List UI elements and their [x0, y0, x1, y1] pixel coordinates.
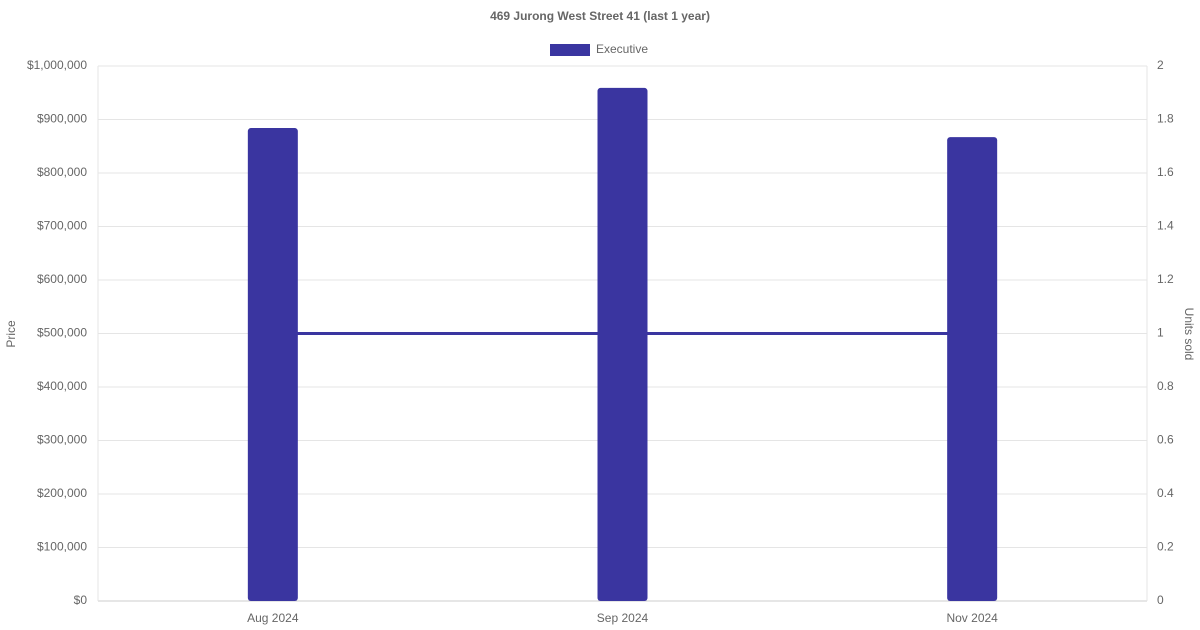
- bar: [947, 137, 998, 601]
- y-tick-label: $0: [74, 593, 88, 607]
- x-tick-label: Sep 2024: [597, 611, 649, 625]
- y-axis-title: Price: [4, 320, 18, 348]
- y-tick-label: $600,000: [37, 272, 87, 286]
- y2-tick-label: 2: [1157, 58, 1164, 72]
- legend-label: Executive: [596, 42, 648, 56]
- y2-tick-label: 0.4: [1157, 486, 1174, 500]
- y-tick-label: $100,000: [37, 540, 87, 554]
- y-tick-label: $200,000: [37, 486, 87, 500]
- y2-tick-label: 1.4: [1157, 219, 1174, 233]
- y-tick-label: $500,000: [37, 326, 87, 340]
- y2-tick-label: 1.8: [1157, 112, 1174, 126]
- y2-tick-label: 1.2: [1157, 272, 1174, 286]
- y-tick-label: $800,000: [37, 165, 87, 179]
- y2-tick-label: 0.2: [1157, 540, 1174, 554]
- y2-axis-title: Units sold: [1182, 308, 1196, 361]
- legend-swatch: [550, 44, 590, 56]
- y-tick-label: $700,000: [37, 219, 87, 233]
- y2-tick-label: 1.6: [1157, 165, 1174, 179]
- y2-tick-label: 0: [1157, 593, 1164, 607]
- y2-tick-label: 1: [1157, 326, 1164, 340]
- y-tick-label: $400,000: [37, 379, 87, 393]
- bar: [597, 87, 648, 601]
- x-tick-label: Nov 2024: [946, 611, 998, 625]
- y2-tick-label: 0.8: [1157, 379, 1174, 393]
- y-tick-label: $1,000,000: [27, 58, 87, 72]
- x-tick-label: Aug 2024: [247, 611, 299, 625]
- y-tick-label: $300,000: [37, 433, 87, 447]
- chart-title: 469 Jurong West Street 41 (last 1 year): [490, 9, 710, 23]
- y2-tick-label: 0.6: [1157, 433, 1174, 447]
- bar: [247, 128, 298, 601]
- y-tick-label: $900,000: [37, 112, 87, 126]
